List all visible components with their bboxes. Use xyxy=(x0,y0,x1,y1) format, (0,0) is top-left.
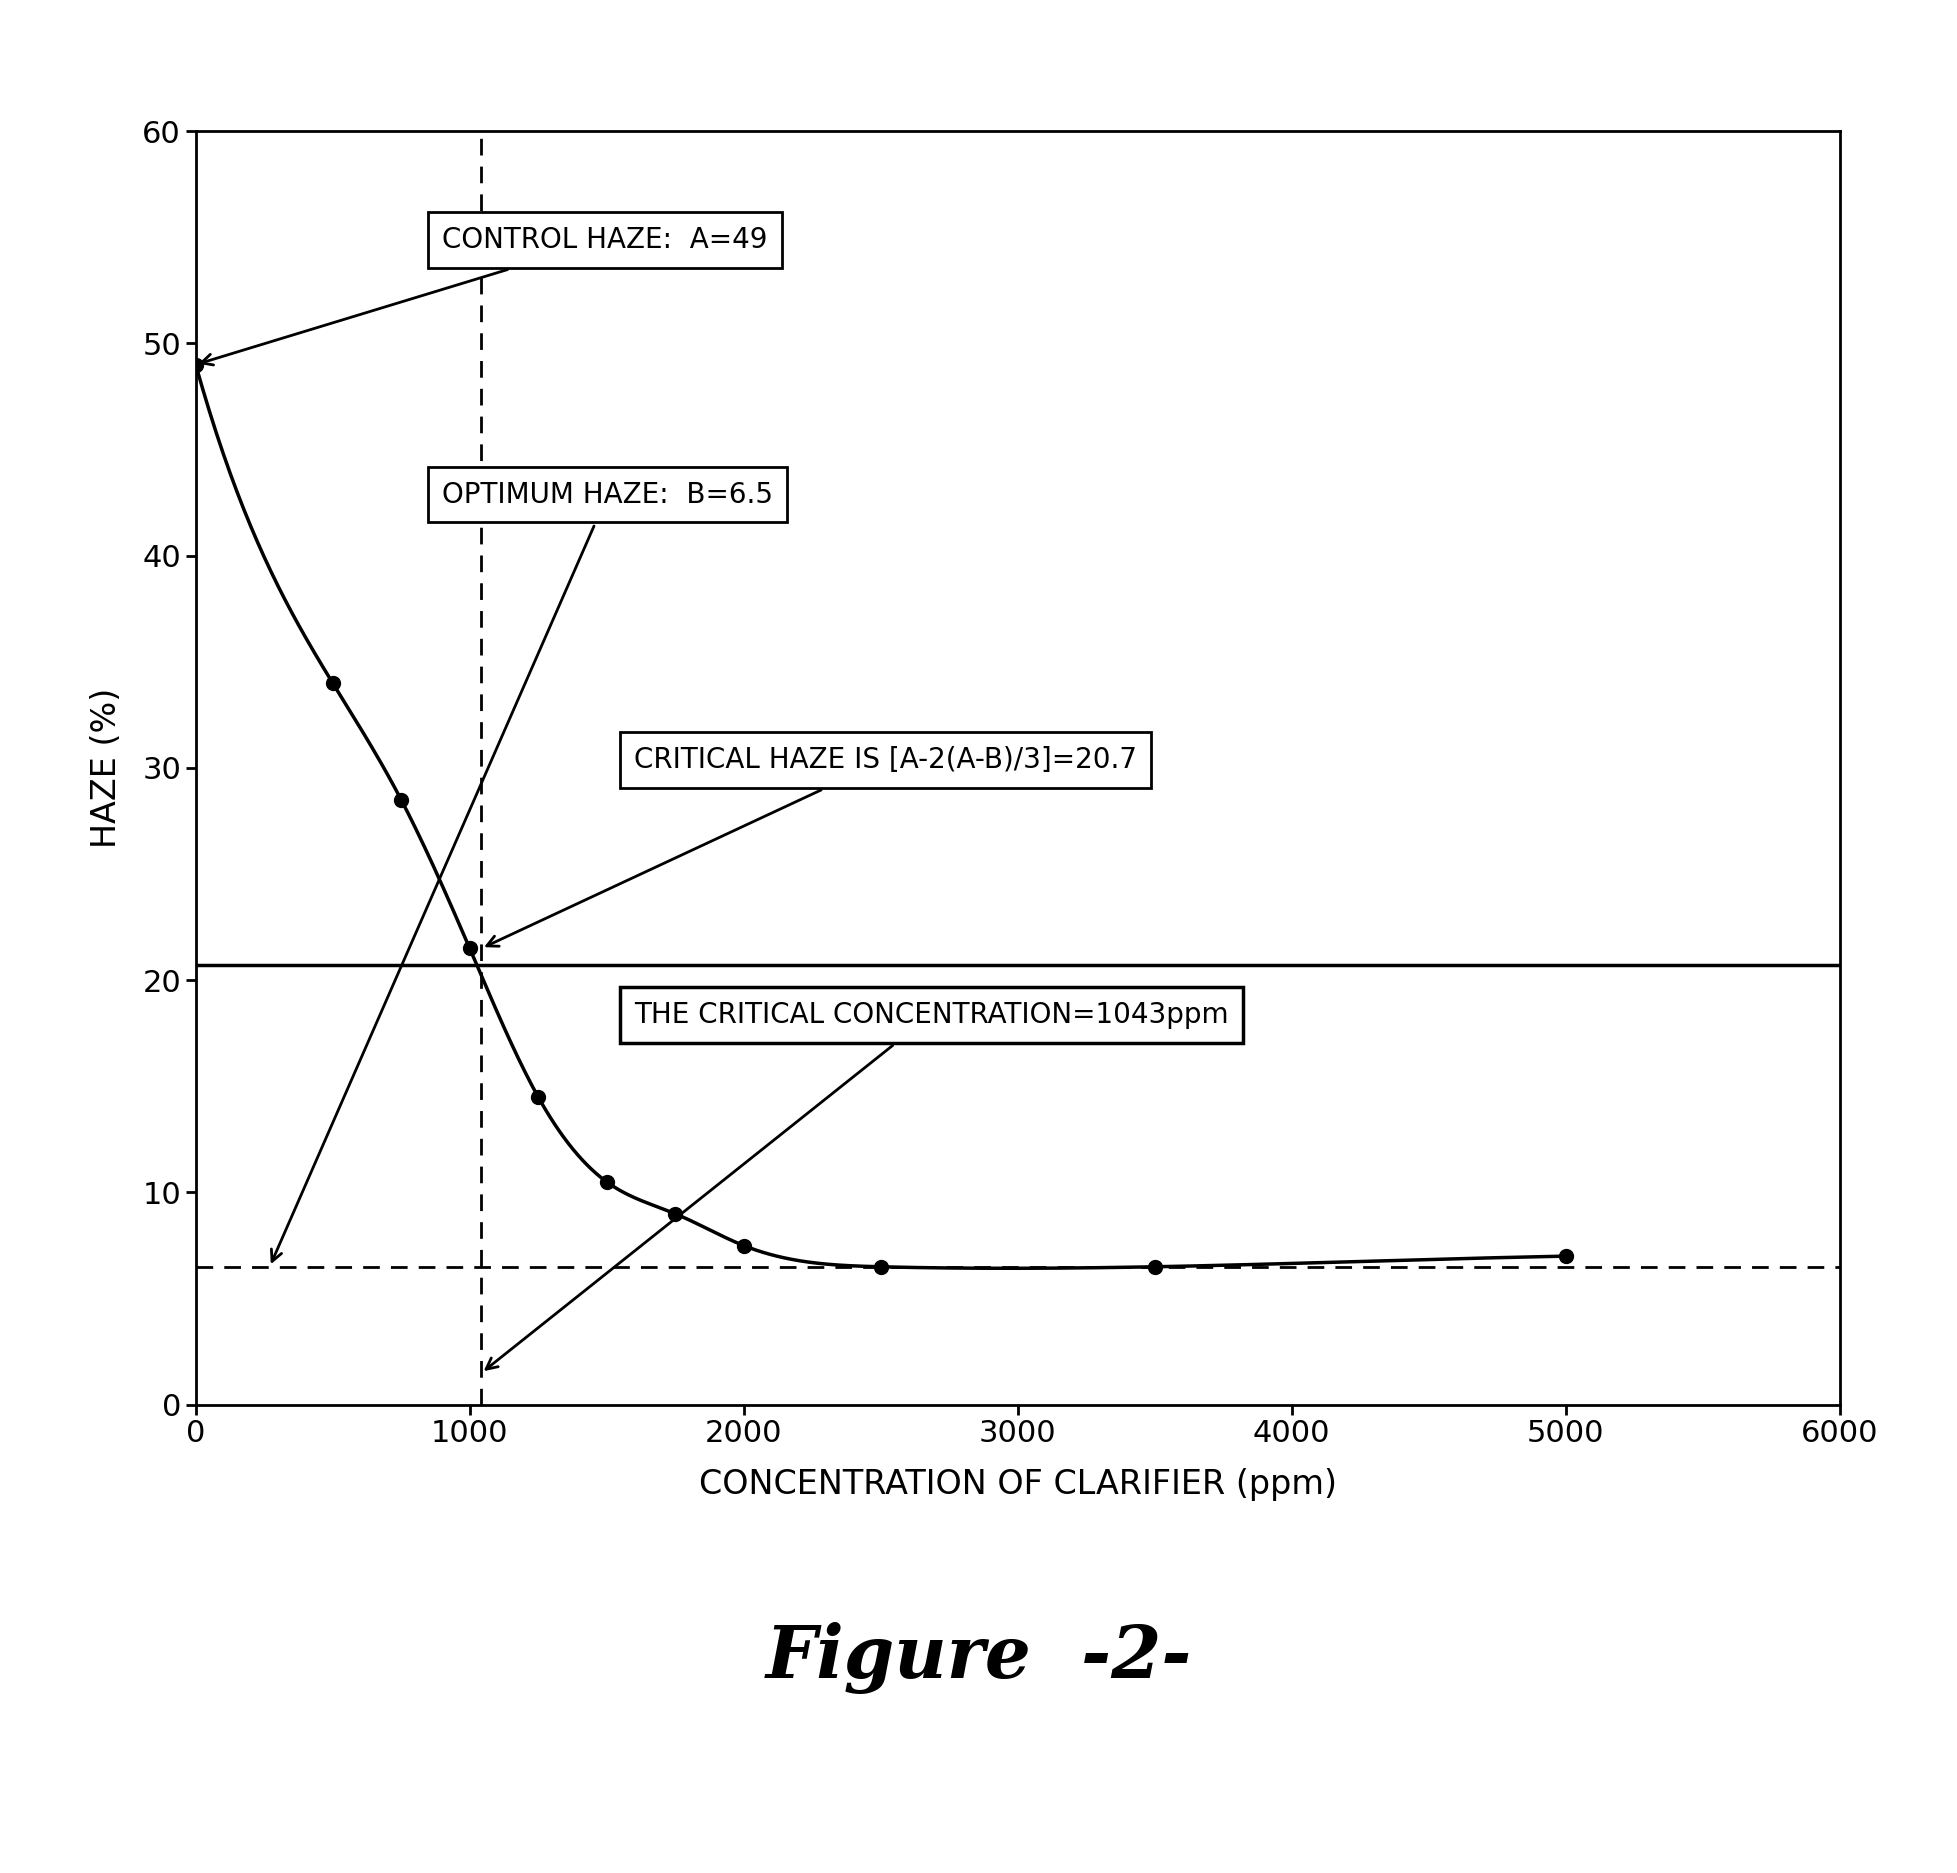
Text: CRITICAL HAZE IS [A-2(A-B)/3]=20.7: CRITICAL HAZE IS [A-2(A-B)/3]=20.7 xyxy=(487,745,1137,946)
Text: THE CRITICAL CONCENTRATION=1043ppm: THE CRITICAL CONCENTRATION=1043ppm xyxy=(485,1000,1229,1369)
Text: OPTIMUM HAZE:  B=6.5: OPTIMUM HAZE: B=6.5 xyxy=(272,481,773,1261)
Text: Figure  -2-: Figure -2- xyxy=(765,1622,1192,1693)
Y-axis label: HAZE (%): HAZE (%) xyxy=(90,687,123,848)
X-axis label: CONCENTRATION OF CLARIFIER (ppm): CONCENTRATION OF CLARIFIER (ppm) xyxy=(699,1468,1337,1500)
Text: CONTROL HAZE:  A=49: CONTROL HAZE: A=49 xyxy=(202,227,767,365)
